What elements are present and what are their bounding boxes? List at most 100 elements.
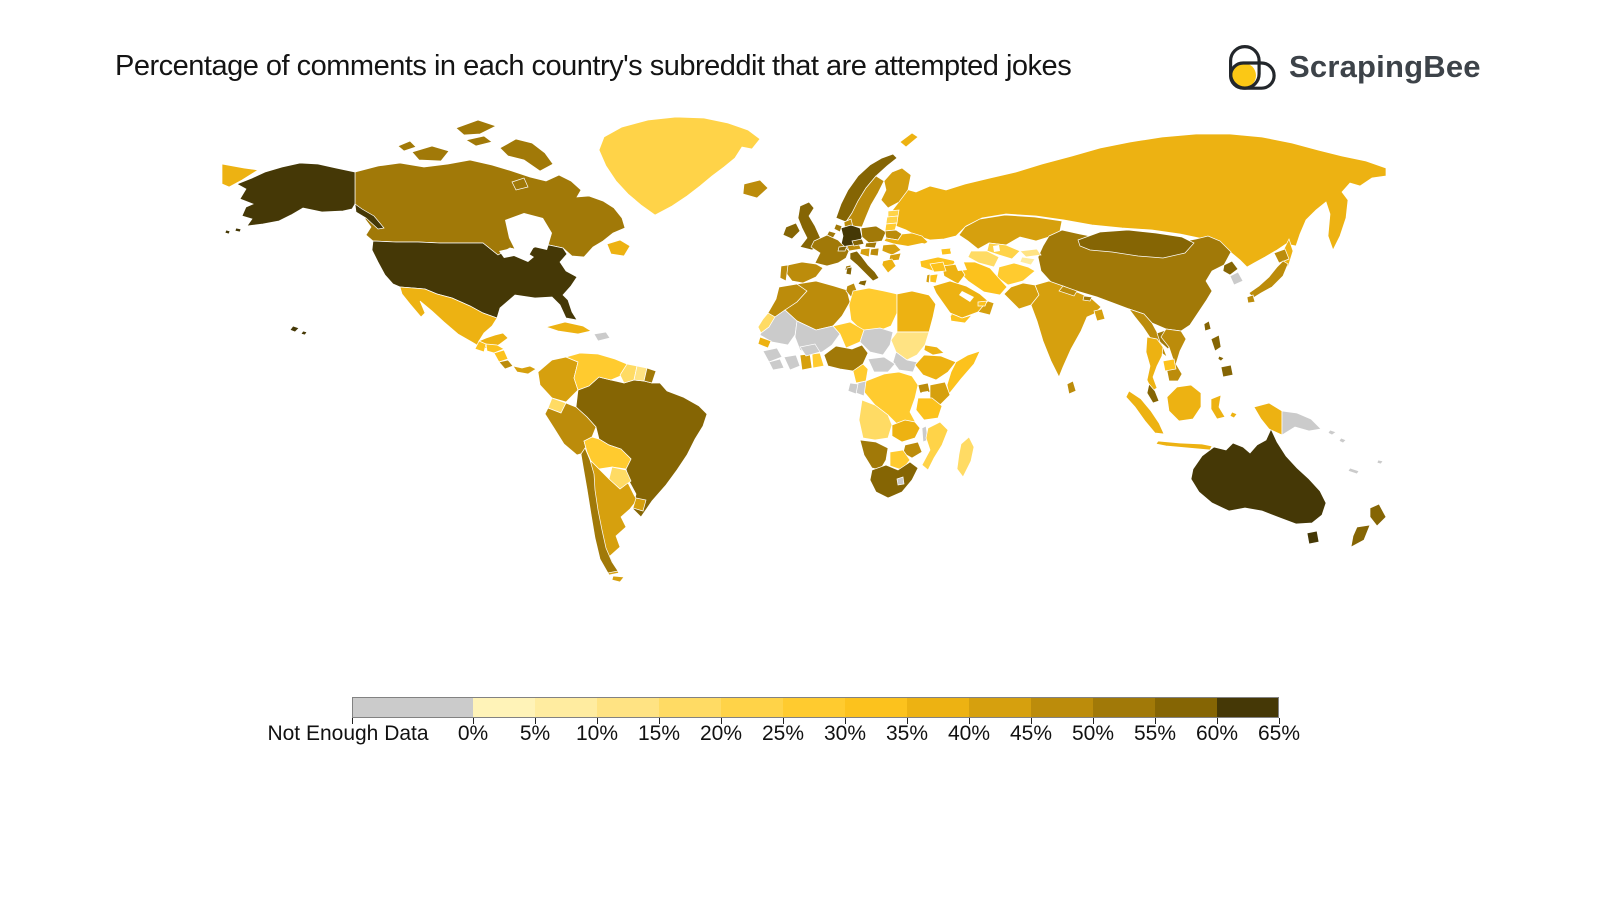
country-sri-lanka[interactable] bbox=[1066, 380, 1077, 395]
country-syria[interactable] bbox=[929, 261, 947, 273]
country-afghanistan[interactable] bbox=[996, 262, 1036, 286]
country-canada[interactable] bbox=[511, 177, 529, 191]
country-yemen[interactable] bbox=[949, 312, 974, 324]
country-canada[interactable] bbox=[397, 140, 417, 152]
country-uganda[interactable] bbox=[917, 382, 931, 394]
country-portugal[interactable] bbox=[779, 264, 789, 282]
country-central-african-republic[interactable] bbox=[867, 356, 896, 373]
country-new-zealand[interactable] bbox=[1369, 503, 1387, 527]
country-bhutan[interactable] bbox=[1082, 295, 1093, 302]
country-philippines[interactable] bbox=[1217, 355, 1225, 362]
country-nepal[interactable] bbox=[1058, 285, 1078, 297]
country-japan[interactable] bbox=[1248, 260, 1289, 299]
country-north-korea[interactable] bbox=[1222, 260, 1239, 276]
country-finland[interactable] bbox=[880, 167, 912, 209]
country-honduras[interactable] bbox=[485, 343, 505, 354]
country-panama[interactable] bbox=[512, 365, 537, 375]
country-united-states[interactable] bbox=[236, 162, 356, 227]
country-argentina[interactable] bbox=[611, 575, 625, 583]
country-united-states[interactable] bbox=[354, 203, 385, 230]
country-mexico[interactable] bbox=[399, 286, 509, 350]
country-russia[interactable] bbox=[899, 132, 919, 148]
country-senegal[interactable] bbox=[757, 336, 772, 349]
country-libya[interactable] bbox=[848, 287, 898, 333]
country-new-caledonia[interactable] bbox=[1347, 467, 1360, 475]
country-malaysia[interactable] bbox=[1146, 383, 1160, 404]
country-cameroon[interactable] bbox=[852, 363, 869, 384]
country-indonesia[interactable] bbox=[1125, 390, 1165, 435]
country-chad[interactable] bbox=[859, 327, 894, 356]
country-switzerland[interactable] bbox=[837, 245, 848, 252]
country-chile[interactable] bbox=[580, 447, 619, 574]
country-tanzania[interactable] bbox=[915, 397, 943, 421]
country-italy[interactable] bbox=[857, 279, 868, 287]
country-spain[interactable] bbox=[785, 261, 824, 284]
country-indonesia[interactable] bbox=[1166, 384, 1202, 422]
country-united-states[interactable] bbox=[300, 330, 308, 336]
country-bangladesh[interactable] bbox=[1093, 308, 1106, 322]
country-iceland[interactable] bbox=[742, 179, 769, 199]
country-philippines[interactable] bbox=[1220, 364, 1234, 378]
country-kenya[interactable] bbox=[929, 381, 951, 406]
country-japan[interactable] bbox=[1246, 294, 1256, 304]
country-israel[interactable] bbox=[925, 273, 931, 284]
country-namibia[interactable] bbox=[859, 439, 889, 471]
country-costa-rica[interactable] bbox=[498, 359, 514, 370]
country-netherlands[interactable] bbox=[833, 223, 843, 233]
country-french-guiana[interactable] bbox=[643, 367, 657, 384]
country-canada[interactable] bbox=[499, 138, 554, 172]
country-sweden[interactable] bbox=[845, 175, 885, 228]
country-indonesia[interactable] bbox=[1253, 402, 1283, 436]
country-papua-new-guinea[interactable] bbox=[1281, 410, 1322, 436]
country-gabon[interactable] bbox=[847, 382, 859, 395]
country-cuba[interactable] bbox=[544, 321, 592, 335]
country-new-zealand[interactable] bbox=[1350, 524, 1371, 548]
country-fiji[interactable] bbox=[1376, 459, 1384, 465]
country-mongolia[interactable] bbox=[1077, 229, 1195, 259]
country-sudan[interactable] bbox=[890, 331, 930, 361]
country-newfoundland[interactable] bbox=[606, 239, 631, 257]
country-united-states[interactable] bbox=[224, 229, 231, 235]
country-cambodia[interactable] bbox=[1162, 358, 1177, 372]
country-canada[interactable] bbox=[411, 145, 450, 162]
country-croatia[interactable] bbox=[859, 247, 871, 258]
country-united-arab-emirates[interactable] bbox=[977, 300, 988, 307]
country-ivory-coast[interactable] bbox=[783, 354, 801, 371]
country-solomon-islands[interactable] bbox=[1338, 437, 1347, 444]
country-angola[interactable] bbox=[858, 399, 893, 441]
country-south-sudan[interactable] bbox=[892, 351, 918, 373]
country-egypt[interactable] bbox=[896, 290, 937, 333]
country-indonesia[interactable] bbox=[1210, 394, 1226, 420]
country-indonesia[interactable] bbox=[1229, 411, 1238, 419]
country-poland[interactable] bbox=[860, 225, 887, 244]
country-jordan[interactable] bbox=[929, 273, 939, 284]
country-colombia[interactable] bbox=[537, 356, 579, 403]
country-taiwan[interactable] bbox=[1203, 320, 1212, 332]
country-venezuela[interactable] bbox=[564, 352, 628, 391]
country-solomon-islands[interactable] bbox=[1327, 429, 1337, 436]
country-italy[interactable] bbox=[845, 266, 853, 276]
country-japan[interactable] bbox=[1273, 248, 1290, 264]
country-eritrea[interactable] bbox=[923, 344, 945, 356]
country-south-africa[interactable] bbox=[869, 461, 919, 499]
country-uruguay[interactable] bbox=[632, 497, 647, 512]
country-tajikistan[interactable] bbox=[1019, 256, 1036, 266]
country-australia[interactable] bbox=[1190, 428, 1327, 525]
country-guyana[interactable] bbox=[619, 363, 638, 384]
country-greenland[interactable] bbox=[598, 116, 761, 216]
country-haiti[interactable] bbox=[593, 331, 611, 342]
country-czechia[interactable] bbox=[851, 238, 865, 247]
country-greece[interactable] bbox=[881, 258, 897, 274]
country-benin[interactable] bbox=[811, 352, 825, 369]
country-philippines[interactable] bbox=[1210, 334, 1222, 352]
country-nigeria[interactable] bbox=[823, 344, 869, 372]
country-united-states[interactable] bbox=[289, 325, 300, 333]
country-vietnam[interactable] bbox=[1160, 328, 1187, 382]
country-russia[interactable] bbox=[889, 133, 1387, 268]
country-united-states[interactable] bbox=[234, 227, 242, 233]
country-nicaragua[interactable] bbox=[493, 349, 509, 363]
country-india[interactable] bbox=[1030, 280, 1102, 378]
country-bolivia[interactable] bbox=[583, 436, 632, 470]
country-italy[interactable] bbox=[849, 250, 880, 282]
country-australia[interactable] bbox=[1306, 530, 1320, 545]
